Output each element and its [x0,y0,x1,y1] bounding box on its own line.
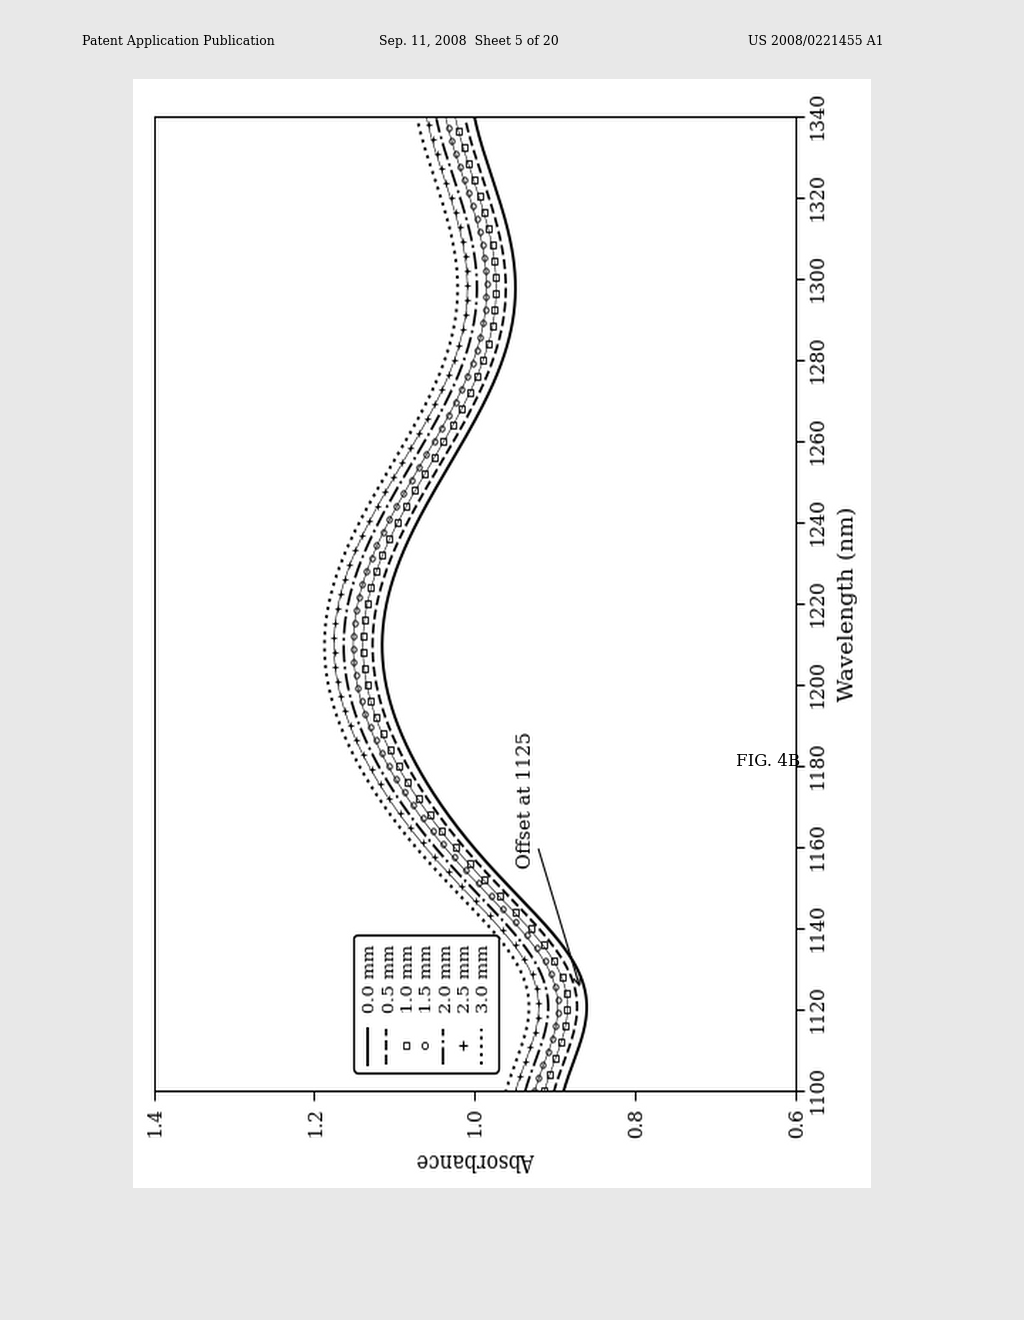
Text: Patent Application Publication: Patent Application Publication [82,34,274,48]
Text: Sep. 11, 2008  Sheet 5 of 20: Sep. 11, 2008 Sheet 5 of 20 [379,34,559,48]
Text: FIG. 4B: FIG. 4B [736,752,800,770]
Text: US 2008/0221455 A1: US 2008/0221455 A1 [748,34,883,48]
